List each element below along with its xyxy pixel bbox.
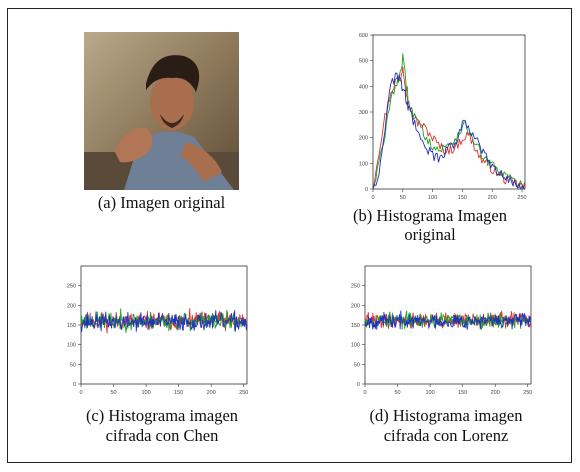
hist-chen-ytick-label: 200 <box>67 303 76 309</box>
hist-lorenz-xtick-label: 100 <box>426 390 435 394</box>
hist-original-series-3-line <box>372 72 526 190</box>
hist-lorenz-ytick-label: 0 <box>357 382 360 388</box>
caption-c-line1: (c) Histograma imagen <box>85 406 239 425</box>
caption-d-line2: cifrada con Lorenz <box>383 426 509 445</box>
histogram-lorenz-chart: 0 50 100 150 200 250 0 50 100 150 200 250 <box>351 265 532 394</box>
hist-original-ytick-label: 400 <box>359 84 368 90</box>
hist-original-ytick-label: 100 <box>359 161 368 167</box>
hist-lorenz-ytick-label: 250 <box>351 284 360 290</box>
hist-original-ytick-label: 600 <box>359 33 368 39</box>
caption-a: (a) Imagen original <box>97 193 226 212</box>
hist-original-axes <box>372 34 526 190</box>
portrait-photo-icon <box>84 32 239 190</box>
hist-lorenz-ytick-label: 200 <box>351 303 360 309</box>
hist-lorenz-ytick-label: 50 <box>354 362 360 368</box>
hist-chen-ytick-label: 150 <box>67 323 76 329</box>
hist-chen-ytick-label: 0 <box>73 382 76 388</box>
hist-original-xtick-label: 250 <box>517 195 526 199</box>
hist-chen-ytick-label: 50 <box>70 362 76 368</box>
hist-chen-xtick-label: 200 <box>207 390 216 394</box>
histogram-chen-chart: 0 50 100 150 200 250 0 50 100 150 200 250 <box>67 265 248 394</box>
original-image <box>84 32 239 190</box>
caption-b-line2: original <box>404 225 456 244</box>
hist-original-xtick-label: 100 <box>428 195 437 199</box>
hist-original-xtick-label: 200 <box>488 195 497 199</box>
hist-chen-xtick-label: 50 <box>110 390 116 394</box>
caption-d-line1: (d) Histograma imagen <box>369 406 523 425</box>
hist-lorenz-ytick-label: 150 <box>351 323 360 329</box>
hist-lorenz-xtick-label: 150 <box>458 390 467 394</box>
hist-original-xtick-label: 50 <box>400 195 406 199</box>
hist-chen-xtick-label: 0 <box>79 390 82 394</box>
hist-chen-ytick-label: 250 <box>67 284 76 290</box>
hist-chen-xtick-label: 250 <box>239 390 248 394</box>
hist-original-ytick-label: 500 <box>359 59 368 65</box>
figure-frame <box>7 8 572 463</box>
hist-lorenz-xtick-label: 50 <box>394 390 400 394</box>
hist-original-xtick-label: 0 <box>371 195 374 199</box>
hist-original-ytick-label: 300 <box>359 110 368 116</box>
hist-lorenz-xtick-label: 0 <box>363 390 366 394</box>
hist-lorenz-xtick-label: 200 <box>491 390 500 394</box>
caption-b-line1: (b) Histograma Imagen <box>353 206 507 225</box>
histogram-original-chart: 0 50 100 150 200 250 0 100 200 300 400 500 600 <box>359 33 527 199</box>
hist-original-ytick-label: 200 <box>359 136 368 142</box>
hist-original-xtick-label: 150 <box>458 195 467 199</box>
hist-chen-xtick-label: 150 <box>174 390 183 394</box>
hist-lorenz-ytick-label: 100 <box>351 343 360 349</box>
hist-chen-xtick-label: 100 <box>142 390 151 394</box>
hist-original-ytick-label: 0 <box>365 187 368 193</box>
hist-chen-series-3-line <box>80 310 248 333</box>
hist-lorenz-xtick-label: 250 <box>523 390 532 394</box>
hist-chen-series-2-line <box>80 308 248 333</box>
hist-chen-ytick-label: 100 <box>67 343 76 349</box>
caption-c-line2: cifrada con Chen <box>105 426 219 445</box>
hist-lorenz-series-3-line <box>364 310 532 330</box>
